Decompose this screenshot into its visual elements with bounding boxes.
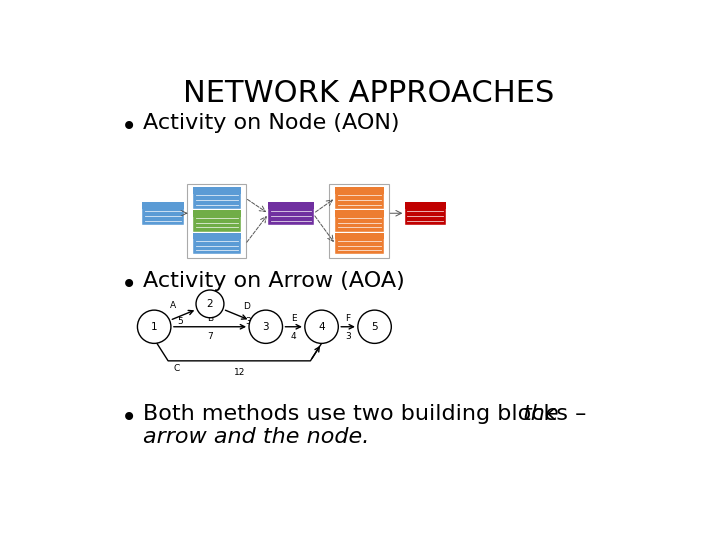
- FancyBboxPatch shape: [405, 201, 446, 225]
- FancyBboxPatch shape: [335, 210, 384, 232]
- Text: arrow and the node.: arrow and the node.: [143, 427, 369, 447]
- Ellipse shape: [249, 310, 282, 343]
- FancyBboxPatch shape: [335, 210, 384, 217]
- FancyBboxPatch shape: [143, 201, 184, 225]
- Text: 5: 5: [178, 317, 184, 326]
- Text: 2: 2: [207, 299, 213, 309]
- Text: 3: 3: [345, 332, 351, 341]
- FancyBboxPatch shape: [335, 187, 384, 208]
- FancyBboxPatch shape: [268, 201, 314, 225]
- FancyBboxPatch shape: [193, 233, 241, 254]
- Text: the: the: [523, 404, 559, 424]
- FancyBboxPatch shape: [193, 233, 241, 239]
- Ellipse shape: [358, 310, 392, 343]
- FancyBboxPatch shape: [405, 201, 446, 209]
- FancyBboxPatch shape: [193, 210, 241, 217]
- Ellipse shape: [138, 310, 171, 343]
- Text: E: E: [291, 314, 297, 322]
- Text: 4: 4: [291, 332, 297, 341]
- FancyBboxPatch shape: [193, 187, 241, 194]
- Text: 12: 12: [233, 368, 245, 377]
- Text: •: •: [121, 271, 137, 299]
- Text: 1: 1: [151, 322, 158, 332]
- Text: NETWORK APPROACHES: NETWORK APPROACHES: [184, 79, 554, 109]
- Text: A: A: [170, 301, 176, 310]
- FancyBboxPatch shape: [268, 201, 314, 209]
- FancyBboxPatch shape: [143, 201, 184, 209]
- Text: Activity on Arrow (AOA): Activity on Arrow (AOA): [143, 271, 405, 291]
- FancyBboxPatch shape: [193, 210, 241, 232]
- Text: Both methods use two building blocks –: Both methods use two building blocks –: [143, 404, 593, 424]
- Text: •: •: [121, 113, 137, 140]
- Text: C: C: [174, 364, 180, 373]
- FancyBboxPatch shape: [329, 184, 389, 258]
- Text: 5: 5: [372, 322, 378, 332]
- Text: 7: 7: [207, 332, 213, 341]
- Text: •: •: [121, 404, 137, 431]
- Ellipse shape: [196, 290, 224, 318]
- FancyBboxPatch shape: [186, 184, 246, 258]
- FancyBboxPatch shape: [335, 187, 384, 194]
- Ellipse shape: [305, 310, 338, 343]
- Text: 3: 3: [245, 317, 251, 326]
- Text: Activity on Node (AON): Activity on Node (AON): [143, 113, 400, 133]
- Text: 3: 3: [263, 322, 269, 332]
- Text: B: B: [207, 314, 213, 322]
- Text: 4: 4: [318, 322, 325, 332]
- Text: F: F: [346, 314, 351, 322]
- FancyBboxPatch shape: [335, 233, 384, 254]
- FancyBboxPatch shape: [193, 187, 241, 208]
- Text: D: D: [243, 302, 250, 310]
- FancyBboxPatch shape: [335, 233, 384, 239]
